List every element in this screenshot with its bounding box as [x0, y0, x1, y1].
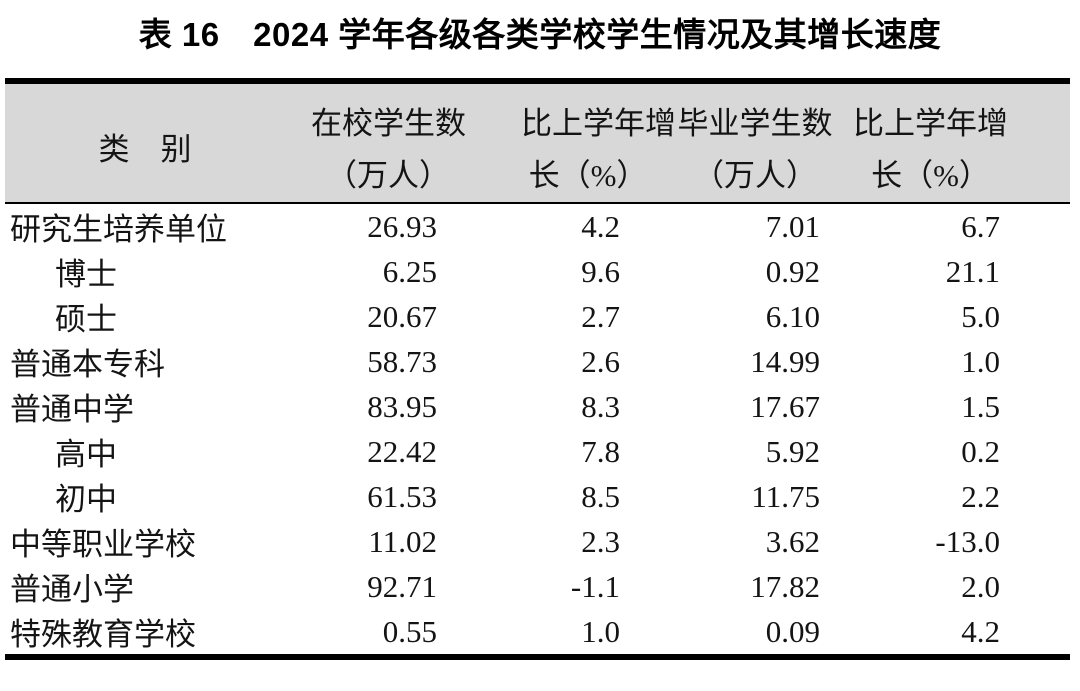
col-header-graduates-growth-line1: 比上学年增 — [853, 106, 1008, 141]
enrolled-growth-cell: -1.1 — [570, 568, 620, 604]
table-row: 硕士 20.67 2.7 6.10 5.0 — [5, 294, 1070, 339]
table-body: 研究生培养单位 26.93 4.2 7.01 6.7 博士 6.25 9.6 0… — [5, 203, 1070, 657]
graduates-cell: 17.82 — [750, 568, 820, 604]
table-row: 高中 22.42 7.8 5.92 0.2 — [5, 429, 1070, 474]
enrolled-cell: 92.71 — [367, 568, 437, 604]
graduates-cell: 11.75 — [751, 478, 820, 514]
category-cell: 高中 — [55, 437, 117, 472]
enrolled-growth-cell: 8.5 — [581, 478, 620, 514]
graduates-cell: 5.92 — [765, 433, 820, 469]
enrolled-cell: 20.67 — [367, 298, 437, 334]
category-cell: 特殊教育学校 — [10, 617, 196, 652]
col-header-graduates-line2: （万人） — [693, 158, 817, 193]
col-header-graduates-line1: 毕业学生数 — [677, 106, 833, 141]
graduates-cell: 7.01 — [765, 208, 820, 244]
enrolled-cell: 26.93 — [367, 208, 437, 244]
graduates-cell: 0.09 — [765, 613, 820, 649]
graduates-cell: 6.10 — [765, 298, 820, 334]
enrolled-growth-cell: 2.7 — [581, 298, 620, 334]
graduates-growth-cell: 6.7 — [961, 208, 1000, 244]
table-row: 初中 61.53 8.5 11.75 2.2 — [5, 474, 1070, 519]
graduates-cell: 3.62 — [765, 523, 820, 559]
col-header-graduates-growth-line2: 长（%） — [871, 158, 990, 193]
category-cell: 中等职业学校 — [10, 527, 196, 562]
enrolled-cell: 0.55 — [382, 613, 437, 649]
graduates-growth-cell: 1.0 — [961, 343, 1000, 379]
enrolled-cell: 58.73 — [367, 343, 437, 379]
category-cell: 研究生培养单位 — [10, 212, 227, 247]
category-cell: 初中 — [55, 482, 117, 517]
col-header-category-label: 类 别 — [98, 132, 192, 167]
category-cell: 普通中学 — [10, 392, 134, 427]
enrolled-cell: 11.02 — [368, 523, 437, 559]
table-row: 中等职业学校 11.02 2.3 3.62 -13.0 — [5, 519, 1070, 564]
enrolled-growth-cell: 2.6 — [581, 343, 620, 379]
header-row: 类 别 在校学生数 （万人） 比上学年增 长（%） 毕业学生数 （万人） 比上学… — [5, 81, 1070, 204]
enrolled-growth-cell: 1.0 — [581, 613, 620, 649]
table-title: 表 16 2024 学年各级各类学校学生情况及其增长速度 — [138, 16, 942, 53]
graduates-cell: 14.99 — [750, 343, 820, 379]
enrolled-cell: 6.25 — [382, 253, 437, 289]
graduates-growth-cell: 0.2 — [961, 433, 1000, 469]
table-row: 普通本专科 58.73 2.6 14.99 1.0 — [5, 339, 1070, 384]
table-row: 普通小学 92.71 -1.1 17.82 2.0 — [5, 564, 1070, 609]
col-header-enrolled-line1: 在校学生数 — [311, 106, 466, 141]
enrolled-growth-cell: 2.3 — [581, 523, 620, 559]
enrolled-cell: 83.95 — [367, 388, 437, 424]
graduates-growth-cell: 1.5 — [961, 388, 1000, 424]
col-header-enrolled-line2: （万人） — [326, 158, 450, 193]
enrolled-growth-cell: 7.8 — [581, 433, 620, 469]
col-header-enrolled-growth: 比上学年增 长（%） — [465, 81, 676, 204]
graduates-growth-cell: 4.2 — [961, 613, 1000, 649]
students-table: 类 别 在校学生数 （万人） 比上学年增 长（%） 毕业学生数 （万人） 比上学… — [5, 78, 1070, 660]
enrolled-growth-cell: 9.6 — [581, 253, 620, 289]
graduates-growth-cell: 21.1 — [945, 253, 1000, 289]
col-header-graduates: 毕业学生数 （万人） — [655, 81, 845, 204]
table-row: 普通中学 83.95 8.3 17.67 1.5 — [5, 384, 1070, 429]
graduates-growth-cell: -13.0 — [935, 523, 1000, 559]
table-row: 博士 6.25 9.6 0.92 21.1 — [5, 249, 1070, 294]
category-cell: 博士 — [55, 257, 117, 292]
table-row: 研究生培养单位 26.93 4.2 7.01 6.7 — [5, 203, 1070, 249]
col-header-category: 类 别 — [5, 81, 285, 204]
enrolled-growth-cell: 4.2 — [581, 208, 620, 244]
graduates-growth-cell: 2.0 — [961, 568, 1000, 604]
graduates-cell: 17.67 — [750, 388, 820, 424]
graduates-growth-cell: 5.0 — [961, 298, 1000, 334]
col-header-enrolled-growth-line1: 比上学年增 — [521, 106, 676, 141]
col-header-enrolled-growth-line2: 长（%） — [528, 158, 648, 193]
category-cell: 硕士 — [55, 302, 117, 337]
category-cell: 普通本专科 — [10, 347, 165, 382]
col-header-graduates-growth: 比上学年增 长（%） — [845, 81, 1070, 204]
graduates-cell: 0.92 — [765, 253, 820, 289]
enrolled-cell: 22.42 — [367, 433, 437, 469]
enrolled-growth-cell: 8.3 — [581, 388, 620, 424]
col-header-enrolled: 在校学生数 （万人） — [285, 81, 466, 204]
enrolled-cell: 61.53 — [367, 478, 437, 514]
table-row: 特殊教育学校 0.55 1.0 0.09 4.2 — [5, 609, 1070, 657]
graduates-growth-cell: 2.2 — [961, 478, 1000, 514]
category-cell: 普通小学 — [10, 572, 134, 607]
